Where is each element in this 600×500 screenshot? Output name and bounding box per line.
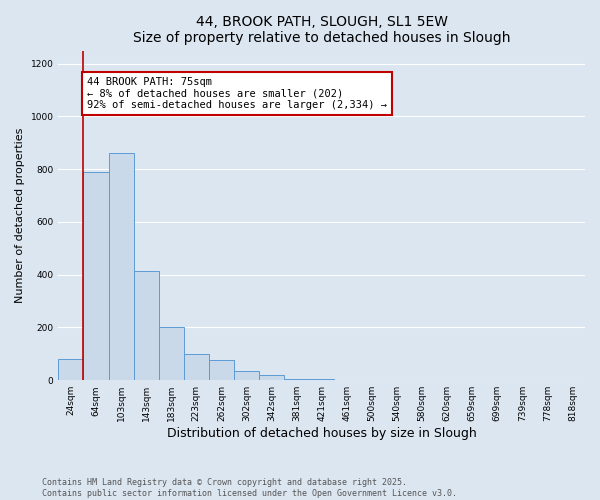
Bar xyxy=(234,371,259,380)
X-axis label: Distribution of detached houses by size in Slough: Distribution of detached houses by size … xyxy=(167,427,476,440)
Bar xyxy=(184,354,209,380)
Text: 44 BROOK PATH: 75sqm
← 8% of detached houses are smaller (202)
92% of semi-detac: 44 BROOK PATH: 75sqm ← 8% of detached ho… xyxy=(87,77,387,110)
Bar xyxy=(309,379,334,380)
Bar xyxy=(109,154,134,380)
Bar xyxy=(209,360,234,380)
Bar xyxy=(159,328,184,380)
Text: Contains HM Land Registry data © Crown copyright and database right 2025.
Contai: Contains HM Land Registry data © Crown c… xyxy=(42,478,457,498)
Bar xyxy=(58,359,83,380)
Title: 44, BROOK PATH, SLOUGH, SL1 5EW
Size of property relative to detached houses in : 44, BROOK PATH, SLOUGH, SL1 5EW Size of … xyxy=(133,15,511,45)
Bar xyxy=(134,271,159,380)
Bar xyxy=(83,172,109,380)
Bar xyxy=(284,379,309,380)
Bar xyxy=(259,375,284,380)
Y-axis label: Number of detached properties: Number of detached properties xyxy=(15,128,25,303)
